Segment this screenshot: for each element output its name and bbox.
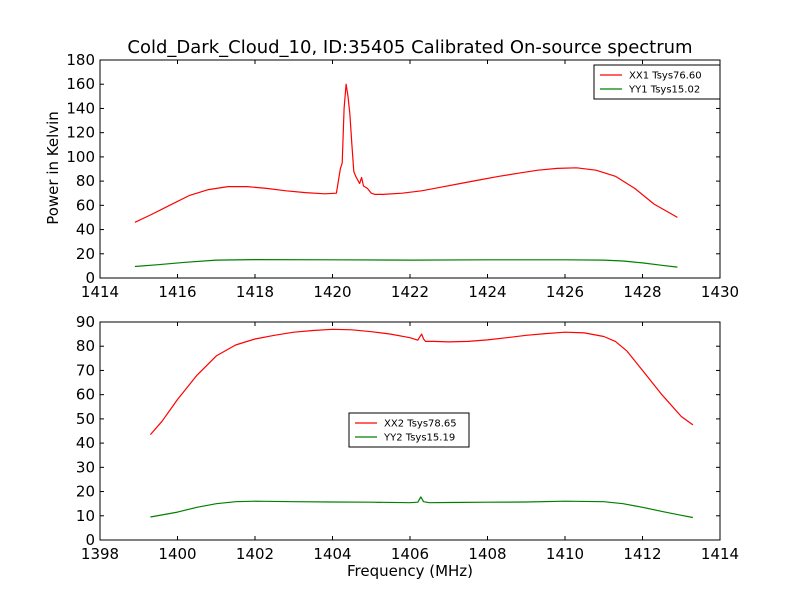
top-x-tick-label: 1428 <box>623 283 661 301</box>
bottom-x-tick-label: 1404 <box>313 545 351 563</box>
bottom-y-tick-label: 90 <box>76 313 95 331</box>
bottom-y-tick-label: 30 <box>76 458 95 476</box>
top-y-tick-label: 100 <box>66 148 95 166</box>
bottom-y-tick-label: 40 <box>76 434 95 452</box>
bottom-x-tick-label: 1414 <box>701 545 739 563</box>
bottom-x-tick-label: 1400 <box>158 545 196 563</box>
top-x-tick-label: 1424 <box>468 283 506 301</box>
top-x-tick-label: 1420 <box>313 283 351 301</box>
y-axis-label: Power in Kelvin <box>44 111 62 225</box>
bottom-x-tick-label: 1406 <box>391 545 429 563</box>
top-y-tick-label: 140 <box>66 99 95 117</box>
top-y-tick-label: 180 <box>66 51 95 69</box>
top-legend <box>593 64 721 100</box>
bottom-y-tick-label: 70 <box>76 361 95 379</box>
bottom-legend-label-1: XX2 Tsys78.65 <box>384 419 457 430</box>
bottom-x-tick-label: 1408 <box>468 545 506 563</box>
bottom-y-tick-label: 50 <box>76 410 95 428</box>
top-y-tick-label: 120 <box>66 124 95 142</box>
top-series-2-line <box>134 259 678 268</box>
top-x-tick-label: 1426 <box>546 283 584 301</box>
bottom-legend <box>348 412 470 448</box>
top-y-tick-label: 160 <box>66 75 95 93</box>
top-panel: 1414 1416 1418 1420 1422 1424 1426 1428 1430 0 20 4… <box>66 51 739 301</box>
top-x-tick-label: 1414 <box>81 283 119 301</box>
bottom-y-tick-label: 60 <box>76 386 95 404</box>
top-series-1-line <box>134 83 678 223</box>
bottom-panel: 1398 1400 1402 1404 1406 1408 1410 1412 1414 0 10 2… <box>76 313 739 563</box>
top-legend-label-2: YY1 Tsys15.02 <box>628 85 700 96</box>
bottom-y-tick-label: 80 <box>76 337 95 355</box>
bottom-legend-label-2: YY2 Tsys15.19 <box>383 433 455 444</box>
top-legend-label-1: XX1 Tsys76.60 <box>629 71 702 82</box>
bottom-y-tick-label: 0 <box>85 531 95 549</box>
top-y-tick-label: 60 <box>76 196 95 214</box>
top-x-tick-label: 1430 <box>701 283 739 301</box>
bottom-x-tick-label: 1410 <box>546 545 584 563</box>
top-x-tick-label: 1418 <box>236 283 274 301</box>
top-y-tick-label: 0 <box>85 269 95 287</box>
top-x-tick-label: 1416 <box>158 283 196 301</box>
chart-title: Cold_Dark_Cloud_10, ID:35405 Calibrated … <box>127 37 692 58</box>
bottom-series-1-line <box>149 328 694 435</box>
top-y-tick-label: 20 <box>76 245 95 263</box>
x-axis-label: Frequency (MHz) <box>347 562 473 580</box>
bottom-series-2-line <box>150 496 694 519</box>
bottom-x-tick-label: 1398 <box>81 545 119 563</box>
top-x-tick-label: 1422 <box>391 283 429 301</box>
bottom-y-tick-label: 10 <box>76 507 95 525</box>
top-y-tick-label: 40 <box>76 221 95 239</box>
bottom-y-tick-label: 20 <box>76 483 95 501</box>
bottom-x-tick-label: 1402 <box>236 545 274 563</box>
top-y-tick-label: 80 <box>76 172 95 190</box>
bottom-x-tick-label: 1412 <box>623 545 661 563</box>
